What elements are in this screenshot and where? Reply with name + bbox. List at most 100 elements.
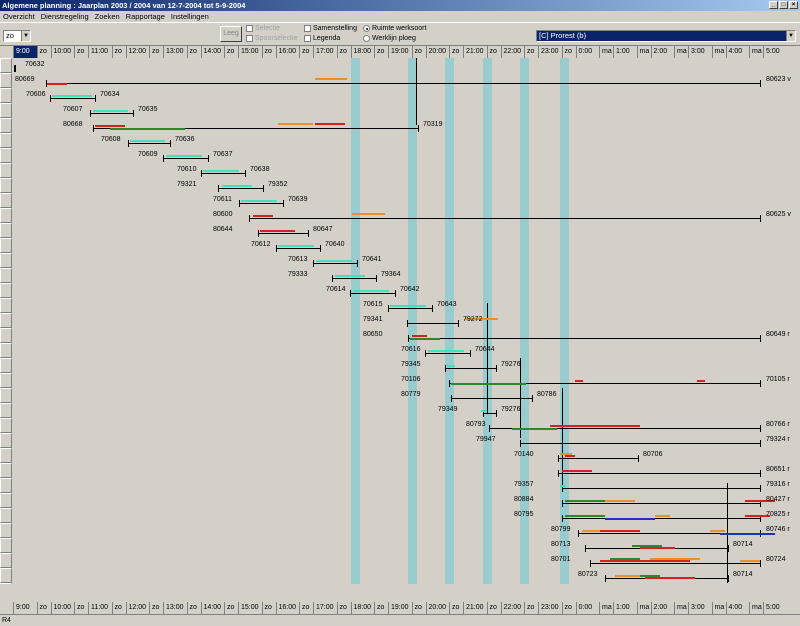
duty-line[interactable]	[93, 128, 418, 129]
row-header[interactable]	[0, 193, 12, 208]
duty-line[interactable]	[46, 83, 760, 84]
row-label[interactable]: 70606	[26, 91, 46, 98]
activity-segment[interactable]	[315, 78, 347, 80]
spoorselectie-checkbox[interactable]: Spoorselectie	[246, 35, 297, 42]
activity-segment[interactable]	[315, 123, 345, 125]
timeline-hour[interactable]: 15:00	[238, 46, 262, 58]
row-header[interactable]	[0, 208, 12, 223]
timeline-hour[interactable]: 13:00	[163, 602, 187, 614]
chevron-down-icon[interactable]: ▼	[21, 31, 30, 41]
row-header[interactable]	[0, 88, 12, 103]
timeline-hour[interactable]: 11:00	[88, 46, 112, 58]
row-right-label[interactable]: 70642	[400, 286, 420, 293]
row-right-label[interactable]: 80625 v	[766, 211, 791, 218]
timeline-hour[interactable]: 1:00	[613, 46, 637, 58]
row-right-label[interactable]: 70635	[138, 106, 158, 113]
activity-segment[interactable]	[222, 185, 252, 187]
row-header[interactable]	[0, 118, 12, 133]
activity-segment[interactable]	[645, 577, 695, 579]
row-header[interactable]	[0, 298, 12, 313]
row-right-label[interactable]: 70825 r	[766, 511, 790, 518]
row-right-label[interactable]: 79324 r	[766, 436, 790, 443]
row-header[interactable]	[0, 163, 12, 178]
duty-line[interactable]	[520, 443, 760, 444]
timeline-hour[interactable]: 16:00	[275, 602, 300, 614]
activity-segment[interactable]	[615, 575, 645, 577]
timeline-hour[interactable]: 20:00	[425, 602, 450, 614]
timeline-hour[interactable]: 21:00	[463, 46, 487, 58]
menu-zoeken[interactable]: Zoeken	[94, 12, 120, 21]
menu-rapportage[interactable]: Rapportage	[125, 12, 165, 21]
row-label[interactable]: 79357	[514, 481, 534, 488]
activity-segment[interactable]	[600, 530, 640, 532]
activity-segment[interactable]	[745, 500, 775, 502]
row-header[interactable]	[0, 133, 12, 148]
row-header[interactable]	[0, 268, 12, 283]
timeline-hour[interactable]: 5:00	[763, 602, 787, 614]
activity-segment[interactable]	[410, 338, 440, 340]
timeline-hour[interactable]: 12:00	[125, 46, 150, 58]
row-label[interactable]: 80644	[213, 226, 233, 233]
row-header[interactable]	[0, 73, 12, 88]
row-right-label[interactable]: 79272	[463, 316, 483, 323]
day-select[interactable]: zo ▼	[3, 30, 31, 42]
row-right-label[interactable]: 70637	[213, 151, 233, 158]
activity-segment[interactable]	[605, 518, 655, 520]
duty-line[interactable]	[558, 458, 638, 459]
activity-segment[interactable]	[565, 455, 575, 457]
row-right-label[interactable]: 80623 v	[766, 76, 791, 83]
row-right-label[interactable]: 80766 r	[766, 421, 790, 428]
row-label[interactable]: 80600	[213, 211, 233, 218]
row-right-label[interactable]: 79352	[268, 181, 288, 188]
row-header[interactable]	[0, 313, 12, 328]
leeg-button[interactable]: Leeg	[220, 26, 242, 42]
row-header[interactable]	[0, 343, 12, 358]
row-header[interactable]	[0, 178, 12, 193]
activity-segment[interactable]	[512, 428, 557, 430]
row-header[interactable]	[0, 283, 12, 298]
activity-segment[interactable]	[95, 125, 125, 127]
row-right-label[interactable]: 70638	[250, 166, 270, 173]
row-label[interactable]: 70632	[25, 61, 45, 68]
row-right-label[interactable]: 80714	[733, 541, 753, 548]
activity-segment[interactable]	[550, 425, 640, 427]
filter-select[interactable]: [C] Prorest (b) ▼	[536, 30, 796, 42]
duty-line[interactable]	[332, 278, 376, 279]
row-header[interactable]	[0, 373, 12, 388]
activity-segment[interactable]	[640, 575, 660, 577]
activity-segment[interactable]	[241, 200, 277, 202]
row-header[interactable]	[0, 328, 12, 343]
menu-instellingen[interactable]: Instellingen	[170, 12, 209, 21]
horizontal-scrollbar[interactable]	[580, 584, 800, 590]
duty-line[interactable]	[313, 263, 357, 264]
timeline-hour[interactable]: 12:00	[125, 602, 150, 614]
timeline-hour[interactable]: 17:00	[313, 46, 337, 58]
selectie-checkbox[interactable]: Selectie	[246, 25, 280, 32]
row-label[interactable]: 70614	[326, 286, 346, 293]
activity-segment[interactable]	[93, 110, 128, 112]
activity-segment[interactable]	[316, 260, 352, 262]
activity-segment[interactable]	[253, 215, 273, 217]
activity-segment[interactable]	[640, 547, 675, 549]
row-right-label[interactable]: 79364	[381, 271, 401, 278]
activity-segment[interactable]	[390, 305, 426, 307]
row-header[interactable]	[0, 388, 12, 403]
activity-segment[interactable]	[447, 365, 455, 367]
timeline-hour[interactable]: 0:00	[575, 46, 600, 58]
activity-segment[interactable]	[697, 380, 705, 382]
timeline-hour[interactable]: 2:00	[650, 46, 675, 58]
activity-segment[interactable]	[278, 123, 313, 125]
duty-line[interactable]	[578, 533, 760, 534]
row-right-label[interactable]: 70639	[288, 196, 308, 203]
timeline-hour[interactable]: 18:00	[350, 602, 375, 614]
timeline-hour[interactable]: 17:00	[313, 602, 337, 614]
row-header[interactable]	[0, 403, 12, 418]
timeline-hour[interactable]: 16:00	[275, 46, 300, 58]
row-header[interactable]	[0, 418, 12, 433]
row-right-label[interactable]: 80724	[766, 556, 786, 563]
duty-line[interactable]	[425, 353, 470, 354]
row-right-label[interactable]: 70643	[437, 301, 457, 308]
row-label[interactable]: 70616	[401, 346, 421, 353]
timeline-hour[interactable]: 15:00	[238, 602, 262, 614]
activity-segment[interactable]	[562, 470, 592, 472]
